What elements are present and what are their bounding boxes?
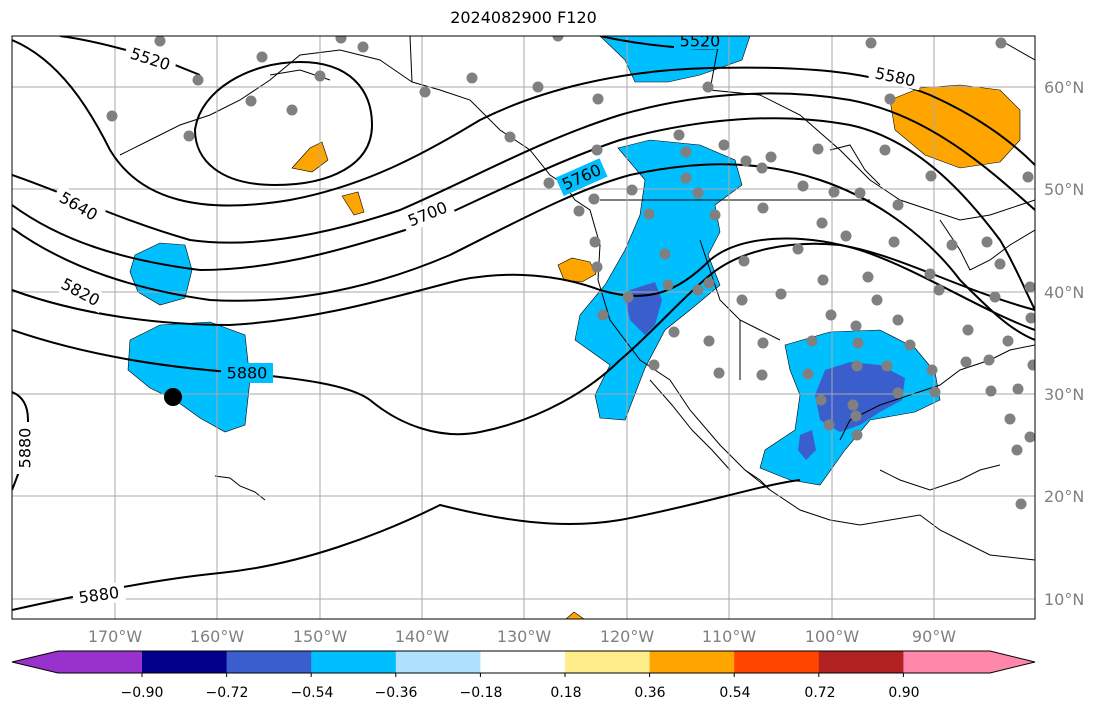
colorbar-extend-min (12, 651, 58, 673)
contour-5880-south (12, 479, 801, 611)
colorbar-tick-labels: −0.90 −0.72 −0.54 −0.36 −0.18 0.18 0.36 … (121, 685, 920, 701)
neg-strong-texas-south (798, 430, 816, 460)
contour-label: 5580 (873, 63, 917, 90)
colorbar-tick-label: 0.18 (550, 685, 581, 701)
colorbar-tick-label: 0.72 (804, 685, 835, 701)
station-markers (106, 36, 1035, 510)
colorbar-tick-label: 0.54 (719, 685, 750, 701)
colorbar-tick-label: −0.18 (460, 685, 503, 701)
lon-tick-label: 150°W (293, 627, 348, 646)
lon-tick-label: 90°W (912, 627, 956, 646)
map-frame (11, 35, 1036, 620)
contour-label: 5640 (56, 188, 101, 225)
lon-tick-label: 170°W (88, 627, 143, 646)
colorbar-segment (311, 651, 397, 673)
contour-label: 5520 (680, 32, 721, 51)
latitude-labels: 60°N 50°N 40°N 30°N 20°N 10°N (1044, 78, 1084, 609)
pos-area-bottom (565, 611, 585, 619)
colorbar-tick-label: −0.54 (291, 685, 334, 701)
longitude-labels: 170°W 160°W 150°W 140°W 130°W 120°W 110°… (88, 627, 956, 646)
colorbar-tick-label: 0.36 (634, 685, 665, 701)
colorbar-segment (395, 651, 481, 673)
pos-area-pacific-small (341, 191, 365, 216)
lat-tick-label: 10°N (1044, 590, 1084, 609)
contour-5640 (12, 92, 1035, 244)
colorbar-outline (11, 650, 1036, 674)
lon-tick-label: 120°W (600, 627, 655, 646)
graticule (12, 36, 1035, 619)
colorbar-tick-label: −0.36 (375, 685, 418, 701)
colorbar-segment (226, 651, 312, 673)
colorbar (11, 650, 1036, 677)
neg-area-west-us (574, 139, 743, 421)
colorbar-tick-label: −0.90 (121, 685, 164, 701)
colorbar-segment (58, 651, 142, 673)
lon-tick-label: 100°W (805, 627, 860, 646)
colorbar-segment (565, 651, 651, 673)
neg-strong-texas (815, 362, 905, 432)
colorbar-segment (649, 651, 735, 673)
contour-label: 5700 (405, 198, 450, 231)
lon-tick-label: 130°W (497, 627, 552, 646)
contour-label: 5880 (77, 583, 120, 607)
lat-tick-label: 60°N (1044, 78, 1084, 97)
colorbar-tick-label: 0.90 (888, 685, 919, 701)
lat-tick-label: 50°N (1044, 180, 1084, 199)
colorbar-segment (142, 651, 228, 673)
lon-tick-label: 140°W (395, 627, 450, 646)
lat-tick-label: 30°N (1044, 385, 1084, 404)
colorbar-segment (818, 651, 904, 673)
colorbar-extend-max (990, 651, 1035, 673)
contour-5760 (12, 163, 1035, 341)
lon-tick-label: 160°W (190, 627, 245, 646)
colorbar-segment (480, 651, 566, 673)
contour-label: 5820 (58, 274, 103, 310)
lat-tick-label: 40°N (1044, 283, 1084, 302)
neg-area-pacific-south (127, 321, 251, 433)
contour-label: 5520 (128, 44, 173, 75)
pos-area-canada-east (889, 84, 1021, 169)
neg-area-pacific-north (129, 242, 193, 306)
map-title: 2024082900 F120 (450, 8, 597, 27)
lat-tick-label: 20°N (1044, 487, 1084, 506)
pos-area-california (557, 257, 597, 283)
contour-label: 5880 (16, 428, 35, 469)
contour-5520-low (193, 60, 374, 187)
anomaly-fields (127, 36, 1021, 619)
pos-area-alaska-gulf (291, 141, 329, 173)
colorbar-segment (903, 651, 990, 673)
colorbar-tick-label: −0.72 (206, 685, 249, 701)
location-marker (164, 388, 182, 406)
colorbar-segment (734, 651, 820, 673)
contour-label: 5880 (227, 364, 268, 383)
lon-tick-label: 110°W (702, 627, 757, 646)
